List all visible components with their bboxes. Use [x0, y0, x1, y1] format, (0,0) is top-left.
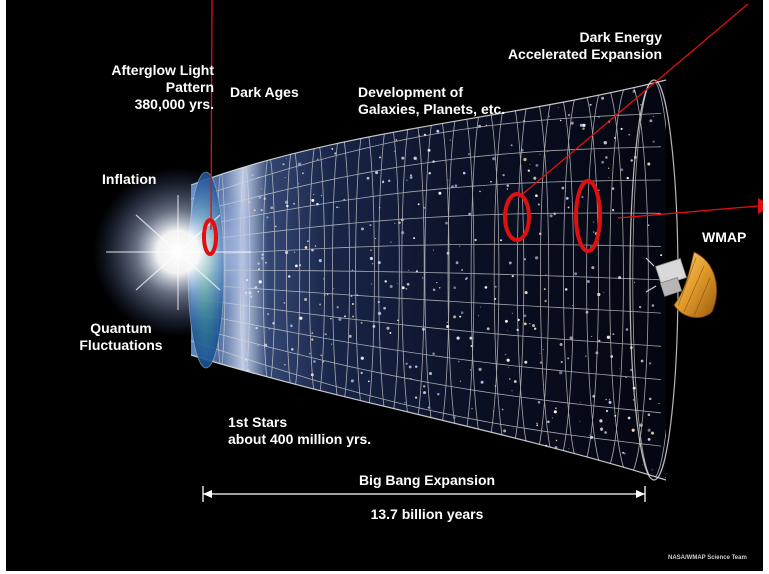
quantum-fluctuations-label: Quantum Fluctuations	[66, 320, 176, 354]
dark-energy-label-line-2: Accelerated Expansion	[507, 46, 662, 62]
timeline-arrow-right-head	[636, 490, 645, 498]
development-label: Development of Galaxies, Planets, etc.	[358, 84, 505, 118]
timeline-arrow-left-head	[203, 490, 212, 498]
quantum-label-line-1: Quantum	[90, 320, 152, 336]
quantum-label-line-2: Fluctuations	[79, 337, 163, 353]
inflation-label: Inflation	[102, 171, 157, 187]
afterglow-label-line-2: Pattern	[165, 79, 214, 95]
duration-label: 13.7 billion years	[370, 506, 484, 522]
development-label-line-1: Development of	[358, 84, 464, 100]
afterglow-label: Afterglow Light Pattern 380,000 yrs.	[82, 62, 214, 113]
dark-ages-label: Dark Ages	[230, 84, 299, 100]
dark-energy-label-line-1: Dark Energy	[579, 29, 662, 45]
satellite-icon	[645, 251, 718, 319]
funnel-outline	[190, 79, 667, 481]
development-label-line-2: Galaxies, Planets, etc.	[358, 101, 506, 117]
first-stars-label-line-2: about 400 million yrs.	[228, 431, 372, 447]
universe-funnel	[191, 80, 666, 480]
diagram-panel: Afterglow Light Pattern 380,000 yrs. Dar…	[6, 0, 763, 571]
afterglow-label-line-1: Afterglow Light	[111, 62, 214, 78]
arrow-right-icon	[758, 198, 763, 214]
afterglow-label-line-3: 380,000 yrs.	[134, 96, 214, 112]
universe-timeline-graphic	[93, 0, 763, 502]
dark-energy-label: Dark Energy Accelerated Expansion	[484, 29, 662, 63]
credit-label: NASA/WMAP Science Team	[668, 555, 747, 561]
big-bang-expansion-label: Big Bang Expansion	[358, 472, 496, 488]
annotation-ellipses	[202, 179, 602, 256]
annotation-lines	[210, 0, 759, 231]
first-stars-label: 1st Stars about 400 million yrs.	[228, 414, 371, 448]
first-stars-label-line-1: 1st Stars	[228, 414, 288, 430]
wmap-label: WMAP	[702, 229, 747, 245]
